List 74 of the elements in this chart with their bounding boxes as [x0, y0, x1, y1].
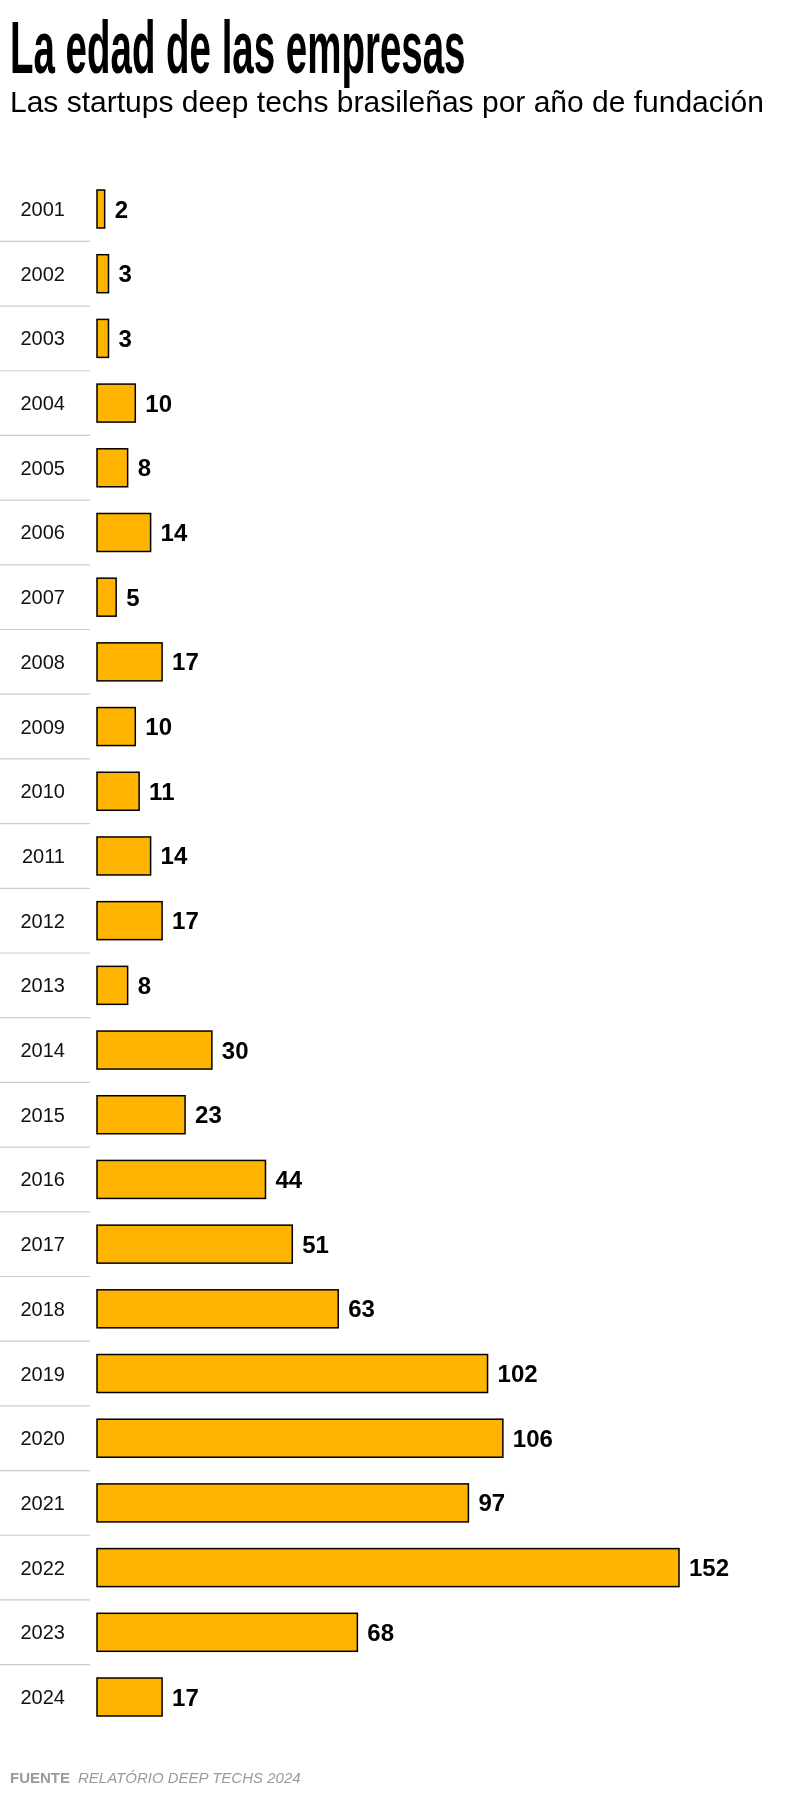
data-label: 14 — [160, 518, 188, 546]
y-tick-label: 2018 — [20, 1297, 65, 1320]
source-note: FUENTE RELATÓRIO DEEP TECHS 2024 — [10, 1769, 301, 1786]
data-label: 97 — [478, 1489, 506, 1517]
bar — [96, 706, 137, 747]
bar — [96, 1030, 213, 1070]
bar — [96, 1159, 267, 1200]
bar — [96, 1094, 186, 1135]
bar — [96, 965, 129, 1006]
data-label: 102 — [497, 1360, 538, 1388]
y-tick-label: 2003 — [20, 327, 65, 350]
data-label: 3 — [118, 260, 132, 288]
y-tick-label: 2011 — [21, 844, 65, 867]
bar — [96, 836, 152, 876]
bar — [96, 383, 137, 423]
data-label: 44 — [275, 1165, 303, 1193]
y-tick-label: 2001 — [20, 198, 65, 220]
y-tick-label: 2002 — [20, 262, 65, 285]
y-tick-label: 2019 — [20, 1362, 65, 1385]
y-tick-label: 2015 — [20, 1103, 65, 1126]
bar — [96, 512, 152, 553]
data-label: 14 — [160, 842, 188, 870]
y-tick-label: 2023 — [20, 1621, 65, 1644]
y-tick-label: 2008 — [20, 650, 65, 673]
data-label: 17 — [172, 907, 199, 935]
data-label: 17 — [172, 648, 199, 676]
data-label: 8 — [137, 971, 151, 999]
bar — [96, 1677, 163, 1717]
y-tick-label: 2010 — [20, 780, 65, 803]
y-tick-label: 2013 — [20, 974, 65, 997]
data-label: 10 — [145, 713, 172, 741]
bar — [96, 642, 163, 682]
chart-title: La edad de las empresas — [10, 6, 466, 89]
bar — [96, 1483, 470, 1523]
y-tick-label: 2007 — [20, 586, 65, 609]
y-tick-label: 2004 — [20, 392, 65, 415]
y-tick-label: 2006 — [20, 521, 65, 544]
data-label: 8 — [137, 454, 151, 482]
bar — [96, 771, 140, 812]
bar — [96, 1612, 359, 1653]
y-tick-label: 2009 — [20, 715, 65, 738]
bar — [96, 318, 110, 359]
y-tick-label: 2024 — [20, 1686, 65, 1708]
y-tick-label: 2017 — [20, 1233, 65, 1256]
bar — [96, 900, 163, 941]
data-label: 63 — [348, 1295, 375, 1323]
y-tick-label: 2021 — [20, 1491, 65, 1514]
y-tick-label: 2014 — [20, 1039, 65, 1062]
data-label: 51 — [302, 1230, 329, 1258]
data-label: 11 — [149, 777, 175, 805]
bar — [96, 448, 129, 488]
data-label: 2 — [114, 195, 129, 223]
y-tick-label: 2020 — [20, 1427, 65, 1450]
y-tick-label: 2012 — [20, 909, 65, 932]
bar — [96, 253, 110, 294]
data-label: 152 — [689, 1554, 730, 1582]
bar — [96, 1289, 339, 1329]
bar — [96, 1418, 504, 1458]
y-tick-label: 2005 — [20, 456, 65, 479]
bar — [96, 189, 106, 229]
bar — [96, 1353, 489, 1394]
data-label: 3 — [118, 324, 132, 352]
y-tick-label: 2022 — [20, 1556, 65, 1579]
data-label: 68 — [367, 1618, 395, 1646]
data-label: 17 — [172, 1683, 199, 1711]
bar — [96, 1224, 294, 1264]
data-label: 23 — [195, 1101, 222, 1129]
bar — [96, 1547, 680, 1588]
bar — [96, 577, 117, 617]
y-tick-label: 2016 — [20, 1168, 65, 1191]
data-label: 106 — [512, 1424, 553, 1452]
data-label: 30 — [221, 1036, 249, 1064]
data-label: 5 — [126, 583, 140, 611]
data-label: 10 — [145, 389, 172, 417]
